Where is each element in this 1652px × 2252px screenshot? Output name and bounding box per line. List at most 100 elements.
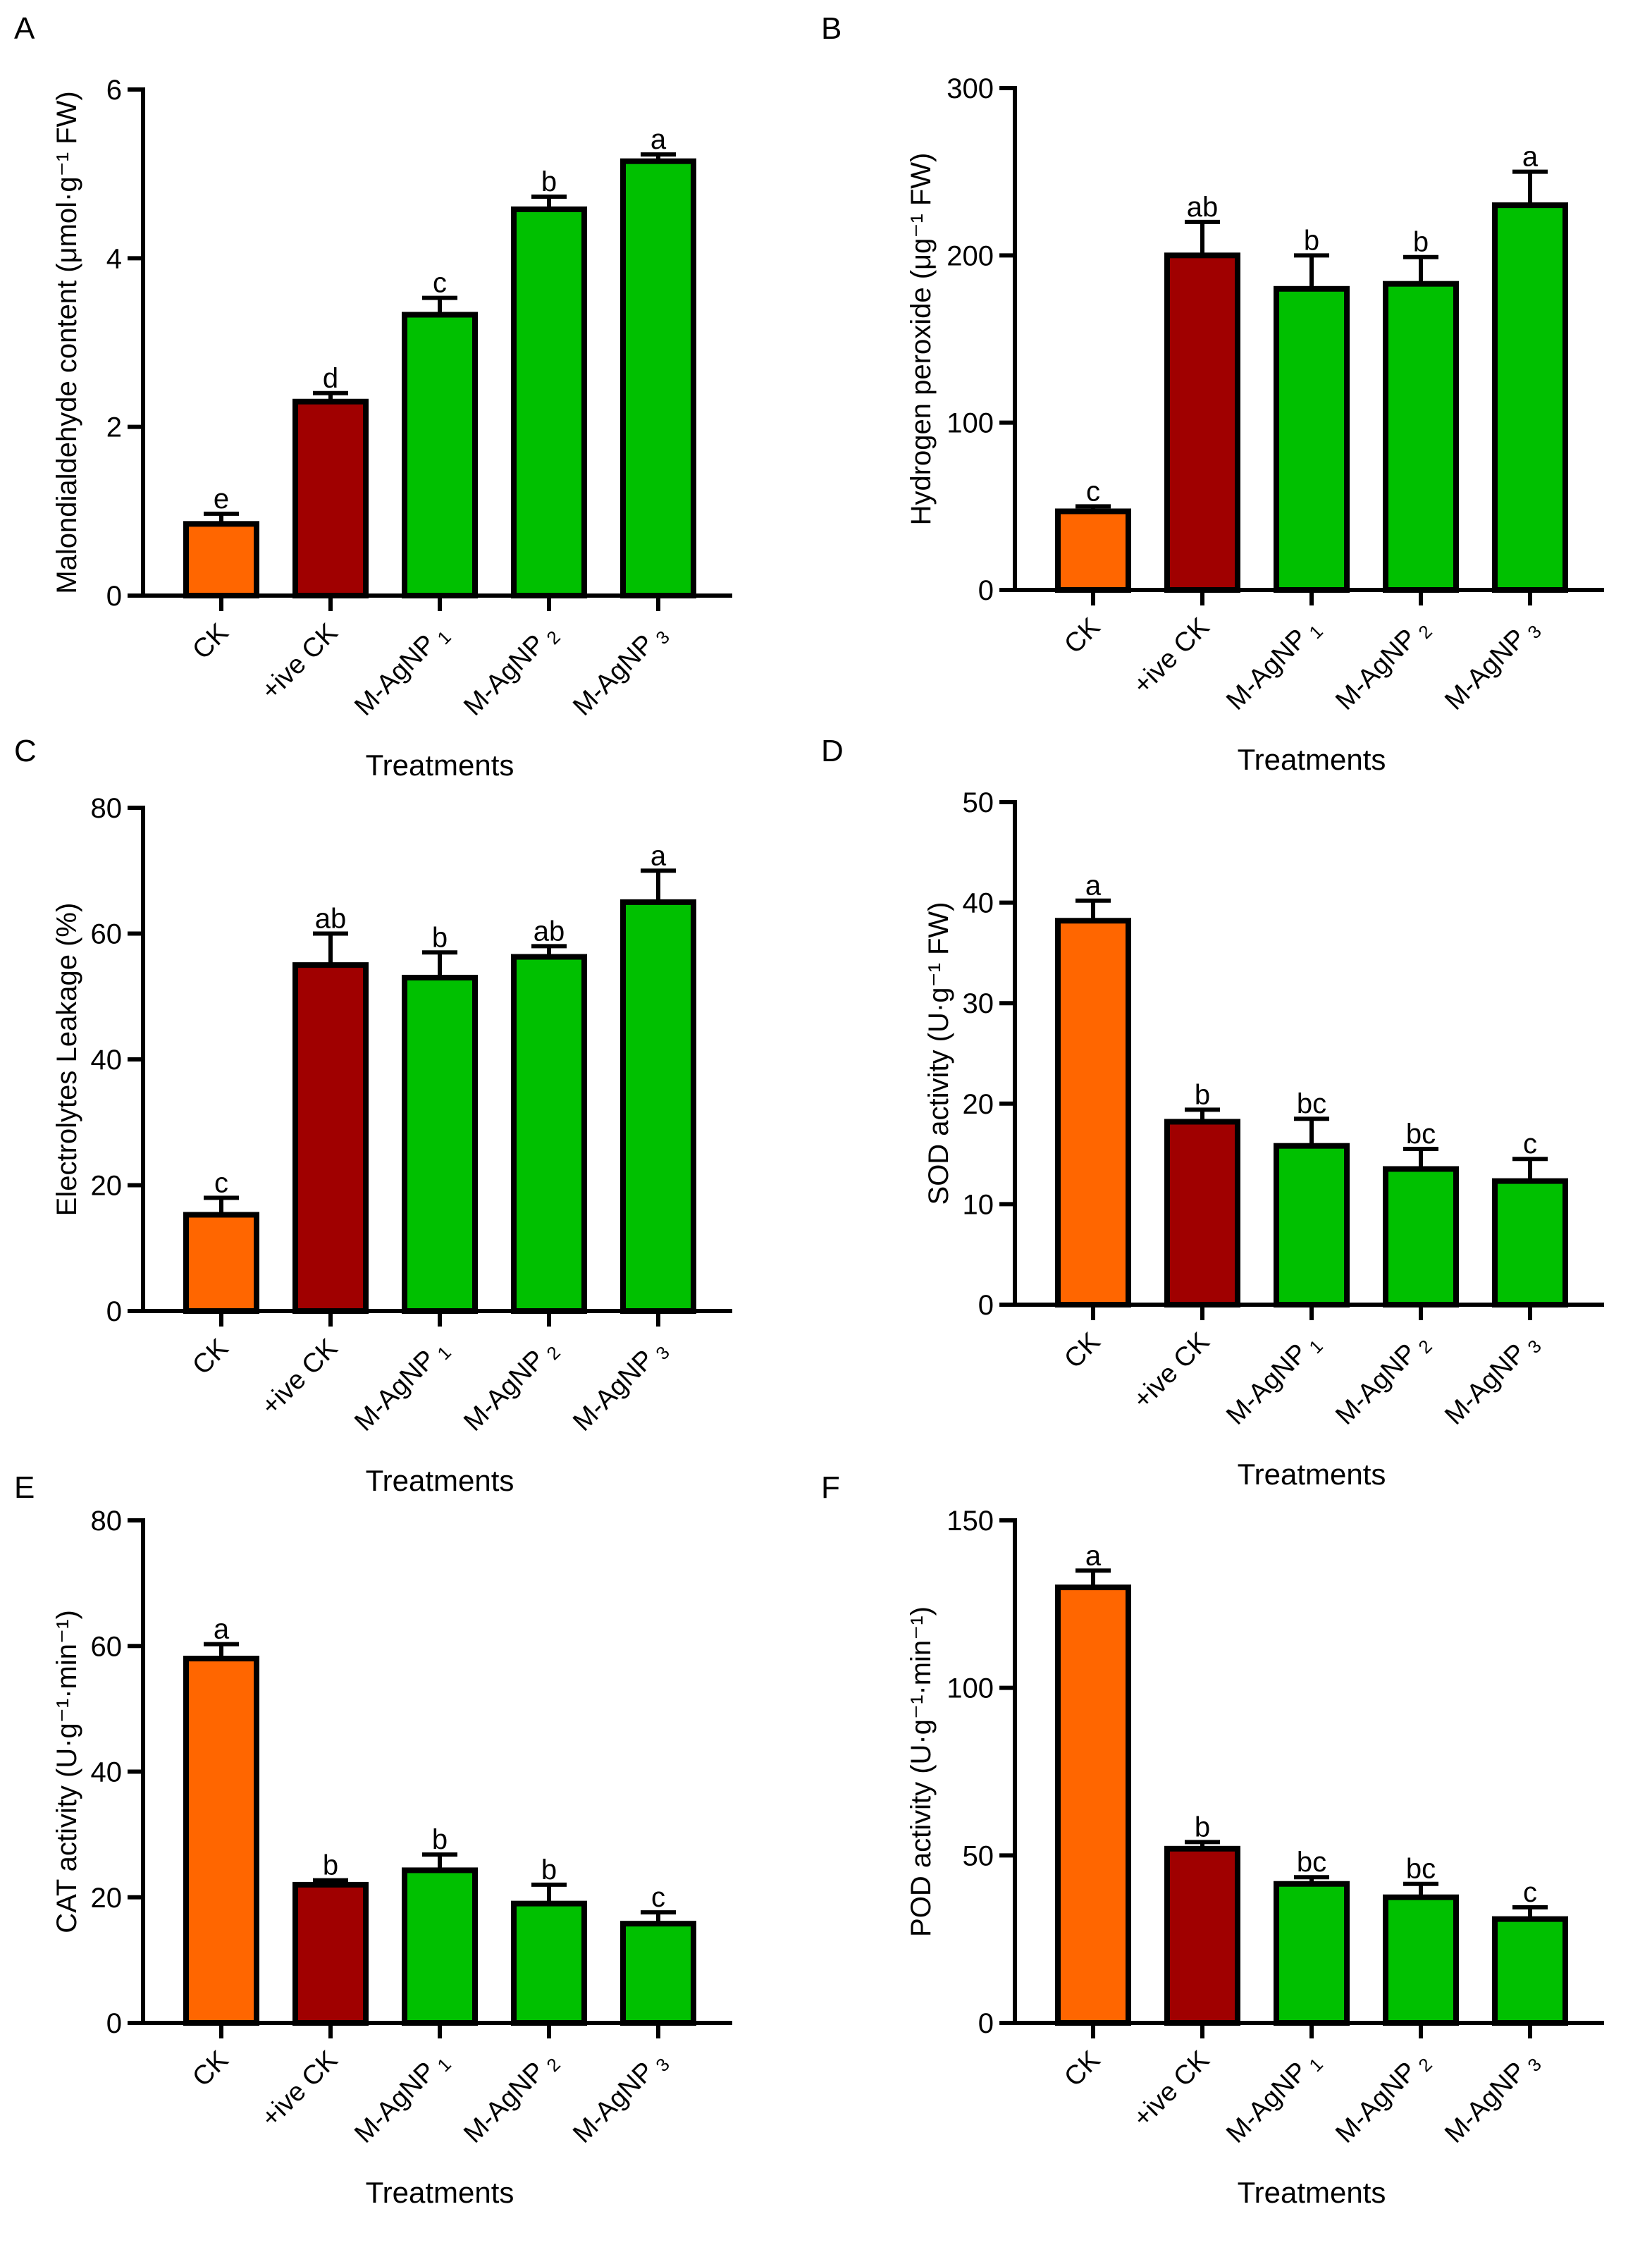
y-tick-label: 60 xyxy=(91,919,123,950)
significance-letter: c xyxy=(1086,476,1100,507)
x-tick-label: M-AgNP3 xyxy=(567,2045,674,2152)
y-tick-label: 6 xyxy=(106,75,122,106)
significance-letter: b xyxy=(541,166,557,197)
x-tick-label: CK xyxy=(187,618,234,665)
significance-letter: ab xyxy=(534,916,565,947)
bar xyxy=(402,1867,478,2026)
x-tick-label: M-AgNP1 xyxy=(1221,1327,1327,1434)
bar xyxy=(1164,252,1240,593)
significance-letter: a xyxy=(651,840,667,871)
bar xyxy=(292,398,369,598)
bar xyxy=(1383,1894,1459,2026)
x-tick-label-text: M-AgNP xyxy=(349,1345,441,1437)
significance-letter: c xyxy=(1523,1128,1537,1159)
x-tick-label: M-AgNP2 xyxy=(458,2045,565,2152)
x-tick-label-text: M-AgNP xyxy=(458,1345,550,1437)
significance-letter: b xyxy=(323,1850,338,1881)
y-tick-label: 20 xyxy=(91,1883,123,1914)
x-tick-label: +ive CK xyxy=(1128,2045,1216,2134)
y-tick-label: 100 xyxy=(947,408,994,439)
significance-letter: a xyxy=(1085,870,1102,902)
x-tick-label: M-AgNP1 xyxy=(349,618,455,725)
significance-letter: ab xyxy=(315,904,347,935)
x-tick-label-text: M-AgNP xyxy=(1330,2057,1422,2149)
x-tick-label-text: M-AgNP xyxy=(567,629,660,722)
x-tick-label: M-AgNP1 xyxy=(1221,2045,1327,2152)
y-tick-label: 100 xyxy=(947,1673,994,1704)
panel-a: Ae CK d +ive CK c M-AgNP1 b M-AgNP2 a M-AgNP3 0 2 4 6… xyxy=(14,11,732,782)
y-tick-label: 0 xyxy=(106,581,122,612)
bar xyxy=(511,206,587,598)
x-tick-label: +ive CK xyxy=(1128,613,1216,701)
x-tick-label: M-AgNP1 xyxy=(349,1334,455,1440)
x-tick-label: M-AgNP2 xyxy=(1330,613,1436,719)
x-tick-label: M-AgNP3 xyxy=(567,1334,674,1440)
significance-letter: bc xyxy=(1406,1119,1436,1150)
significance-letter: c xyxy=(651,1882,665,1913)
bar xyxy=(183,521,259,598)
bar xyxy=(1055,508,1131,593)
bar xyxy=(1055,918,1131,1307)
x-axis-title: Treatments xyxy=(366,1464,514,1497)
x-tick-label-text: CK xyxy=(187,2045,234,2093)
x-tick-label: M-AgNP2 xyxy=(458,1334,565,1440)
x-tick-label-text: +ive CK xyxy=(1128,2045,1216,2134)
significance-letter: ab xyxy=(1187,192,1219,223)
x-axis-title: Treatments xyxy=(1238,1458,1386,1491)
y-tick-label: 60 xyxy=(91,1631,123,1662)
y-tick-label: 0 xyxy=(978,1290,994,1321)
panel-letter: C xyxy=(14,734,37,768)
x-axis-title: Treatments xyxy=(1238,743,1386,776)
bar xyxy=(1274,285,1350,593)
x-tick-label: CK xyxy=(187,2045,234,2093)
x-tick-label-text: M-AgNP xyxy=(567,2057,660,2149)
bar xyxy=(620,1921,696,2026)
x-tick-label-text: +ive CK xyxy=(1128,613,1216,701)
significance-letter: b xyxy=(1304,225,1319,256)
significance-letter: a xyxy=(1522,142,1539,173)
panel-letter: E xyxy=(14,1470,35,1505)
bar xyxy=(1492,202,1568,593)
significance-letter: e xyxy=(214,484,229,515)
panel-letter: D xyxy=(821,734,844,768)
significance-letter: b xyxy=(1195,1079,1210,1110)
x-tick-label-text: +ive CK xyxy=(1128,1327,1216,1415)
y-tick-label: 40 xyxy=(963,888,994,919)
y-axis-title: SOD activity (U·g⁻¹ FW) xyxy=(923,902,954,1205)
x-tick-label: M-AgNP3 xyxy=(1439,613,1546,719)
bar xyxy=(1055,1585,1131,2026)
x-tick-label-text: M-AgNP xyxy=(1330,624,1422,716)
y-tick-label: 0 xyxy=(106,2008,122,2039)
x-tick-label-text: M-AgNP xyxy=(1439,1339,1531,1431)
y-tick-label: 20 xyxy=(91,1171,123,1202)
y-tick-label: 0 xyxy=(978,575,994,606)
x-tick-label: CK xyxy=(1059,2045,1106,2093)
bar xyxy=(292,962,369,1314)
y-tick-label: 50 xyxy=(963,787,994,818)
y-tick-label: 150 xyxy=(947,1506,994,1537)
y-tick-label: 0 xyxy=(978,2008,994,2039)
y-axis-title: Hydrogen peroxide (μg⁻¹ FW) xyxy=(906,153,937,526)
x-tick-label-text: CK xyxy=(1059,613,1106,660)
significance-letter: d xyxy=(323,363,338,394)
panel-letter: A xyxy=(14,11,35,46)
significance-letter: b xyxy=(1413,227,1429,258)
x-tick-label-text: CK xyxy=(187,618,234,665)
significance-letter: b xyxy=(432,922,448,953)
x-tick-label-text: CK xyxy=(1059,2045,1106,2093)
x-tick-label-text: M-AgNP xyxy=(1330,1339,1422,1431)
panel-letter: F xyxy=(821,1470,840,1505)
x-axis-title: Treatments xyxy=(1238,2176,1386,2209)
y-tick-label: 300 xyxy=(947,73,994,104)
x-tick-label-text: M-AgNP xyxy=(1221,2057,1313,2149)
bar xyxy=(1492,1916,1568,2026)
y-axis-title: Electrolytes Leakage (%) xyxy=(51,903,82,1217)
panel-c: Cc CK ab +ive CK b M-AgNP1 ab M-AgNP2 a M-AgNP3 0 2… xyxy=(14,734,732,1497)
x-tick-label-text: M-AgNP xyxy=(458,2057,550,2149)
y-tick-label: 30 xyxy=(963,988,994,1019)
bar xyxy=(183,1656,259,2026)
x-tick-label-text: CK xyxy=(187,1334,234,1381)
significance-letter: b xyxy=(541,1854,557,1885)
